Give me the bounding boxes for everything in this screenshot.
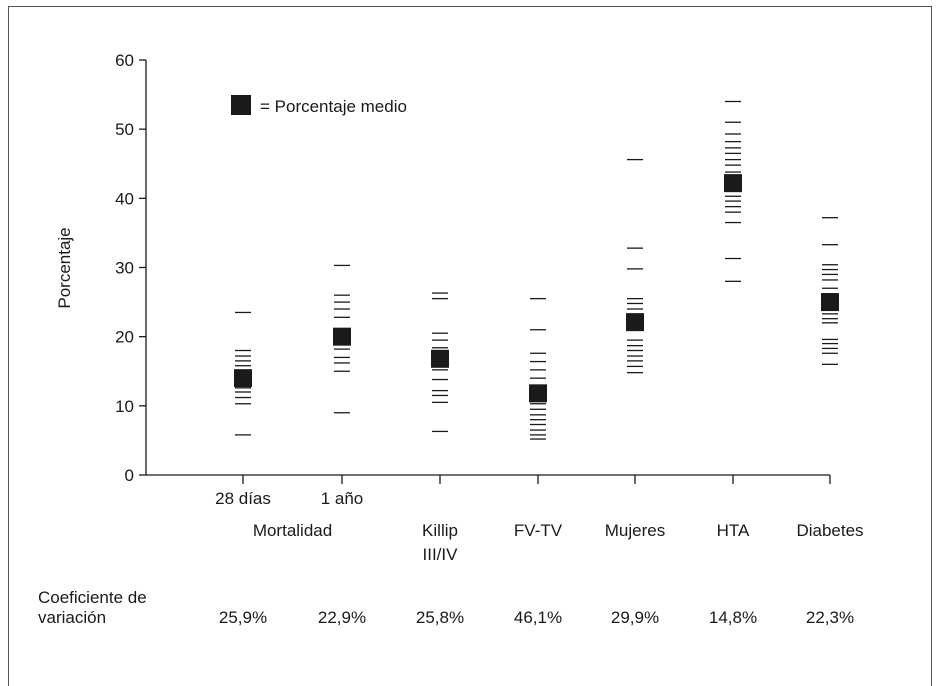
chart-labels: 0 10 20 30 40 50 60 Porcentaje = Porcentaje medi… [38, 51, 864, 627]
y-axis-label: Porcentaje [55, 227, 74, 308]
mean-marker [234, 369, 252, 388]
scatter-chart: 0 10 20 30 40 50 60 Porcentaje = Porcentaje medi… [38, 51, 864, 627]
cv-row-label: variación [38, 608, 106, 627]
cv-value: 25,9% [219, 608, 267, 627]
cv-value: 46,1% [514, 608, 562, 627]
category-label: HTA [717, 521, 750, 540]
category-label: 28 días [215, 489, 271, 508]
y-tick-label: 20 [115, 328, 134, 347]
category-label: Mujeres [605, 521, 665, 540]
category-label: Diabetes [796, 521, 863, 540]
y-tick-label: 10 [115, 397, 134, 416]
category-label: 1 año [321, 489, 364, 508]
y-tick-label: 40 [115, 189, 134, 208]
cv-value: 25,8% [416, 608, 464, 627]
mean-marker [333, 327, 351, 346]
mean-marker [724, 174, 742, 193]
cv-value: 29,9% [611, 608, 659, 627]
legend-label: = Porcentaje medio [260, 97, 407, 116]
cv-value: 22,9% [318, 608, 366, 627]
figure-frame [8, 6, 932, 686]
y-tick-label: 30 [115, 259, 134, 278]
mean-marker [529, 384, 547, 403]
axes [139, 59, 831, 484]
group-label: Mortalidad [253, 521, 332, 540]
cv-value: 22,3% [806, 608, 854, 627]
y-tick-label: 0 [125, 466, 134, 485]
legend-mean-marker [231, 95, 251, 115]
category-label: III/IV [423, 545, 459, 564]
y-tick-label: 50 [115, 120, 134, 139]
cv-value: 14,8% [709, 608, 757, 627]
category-label: Killip [422, 521, 458, 540]
mean-marker [431, 349, 449, 368]
category-label: FV-TV [514, 521, 563, 540]
mean-marker [626, 313, 644, 332]
y-tick-label: 60 [115, 51, 134, 70]
mean-marker [821, 293, 839, 312]
chart-marks [231, 95, 839, 440]
cv-row-label: Coeficiente de [38, 588, 147, 607]
